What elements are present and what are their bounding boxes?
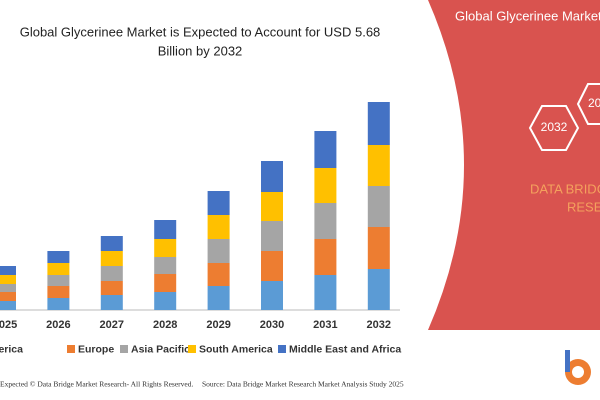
bar-segment [154,220,177,239]
brand-text: DATA BRIDG [530,181,600,196]
bar-segment [47,286,70,298]
legend-label: Middle East and Africa [289,343,401,355]
bar-segment [47,251,70,263]
hexagon [576,83,600,125]
bar-segment [100,251,123,266]
legend-label: South America [199,343,273,355]
x-tick-label: 2028 [153,319,177,331]
bar-segment [207,215,230,239]
hexagon [528,105,580,151]
x-tick-label: 2026 [46,319,70,331]
bar-segment [314,203,337,239]
legend-label: Europe [78,343,114,355]
x-tick-label: 2029 [206,319,230,331]
bar-segment [207,286,230,310]
bar-segment [367,145,390,186]
bar-segment [100,266,123,281]
bar-segment [0,266,16,275]
bar-segment [0,301,16,310]
side-panel [428,0,600,330]
chart-title: Global Glycerinee Market is Expected to … [20,24,381,39]
bar-segment [154,257,177,274]
x-tick-label: 2027 [100,319,124,331]
x-tick-label: 2030 [260,319,284,331]
bar-segment [0,292,16,301]
bar-segment [261,281,283,310]
bar-segment [47,298,70,310]
bar-segment [100,281,123,295]
bar-segment [207,239,230,263]
bar-segment [314,275,337,310]
bar-segment [367,227,390,269]
bar-segment [0,275,16,284]
bar-segment [154,292,177,310]
bar-segment [314,239,337,275]
bar-segment [261,161,283,192]
bar-segment [100,295,123,310]
bar-segment [154,239,177,257]
legend-swatch [188,345,196,353]
bar-segment [367,269,390,310]
bar-segment [261,251,283,281]
x-tick-label: 2032 [367,319,391,331]
legend-swatch [120,345,128,353]
bar-segment [367,186,390,227]
footer-source: Source: Data Bridge Market Research Mark… [202,380,404,389]
bar-segment [100,236,123,251]
logo [565,350,591,385]
legend-swatch [278,345,286,353]
legend-label: North America [0,343,23,355]
footer-copyright: Expected © Data Bridge Market Research- … [0,380,193,389]
chart-subtitle: Billion by 2032 [158,43,243,58]
bar-segment [261,192,283,221]
bar-segment [47,263,70,275]
x-tick-label: 2025 [0,319,17,331]
bar-segment [0,284,16,292]
bar-segment [47,275,70,286]
legend-label: Asia Pacific [131,343,190,355]
bar-segment [207,263,230,286]
hex-label: 20 [588,96,600,110]
bar-segment [367,102,390,145]
hex-label: 2032 [541,120,568,134]
bar-segment [154,274,177,292]
panel-title: Global Glycerinee Market [455,8,600,23]
bar-segment [207,191,230,215]
legend-swatch [67,345,75,353]
bar-segment [314,168,337,203]
brand-text: RESEA [567,199,600,214]
x-tick-label: 2031 [313,319,337,331]
bar-segment [261,221,283,251]
bar-segment [314,131,337,168]
